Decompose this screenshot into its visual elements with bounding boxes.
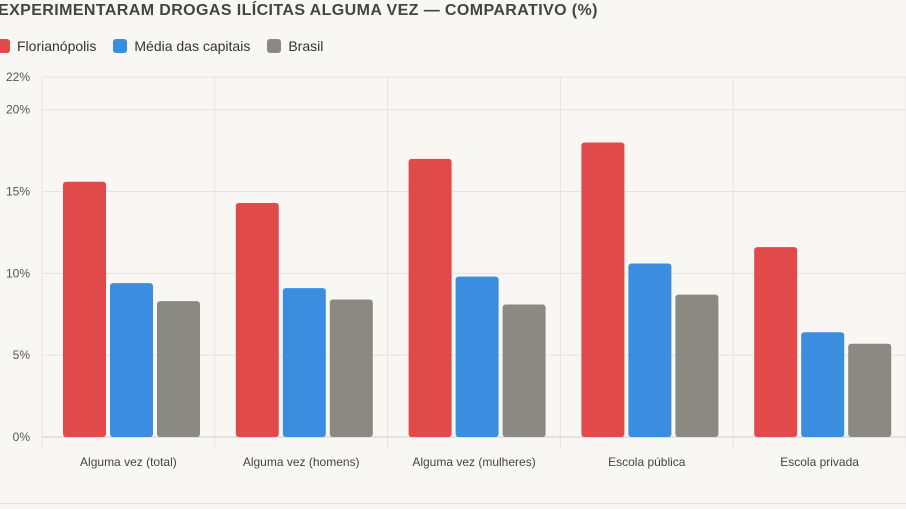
x-tick-label: Alguma vez (total) (80, 455, 177, 469)
legend-label-florianopolis: Florianópolis (17, 38, 97, 54)
bar (581, 142, 625, 438)
bar (801, 332, 845, 437)
legend-label-media-capitais: Média das capitais (134, 38, 251, 54)
legend-swatch-media-capitais (113, 39, 128, 53)
bar (408, 158, 452, 437)
x-tick-label: Escola pública (608, 455, 686, 469)
bar (235, 203, 279, 437)
legend-item-media-capitais: Média das capitais (113, 38, 250, 54)
y-tick-label: 10% (6, 266, 30, 280)
bar (157, 301, 200, 437)
bar (675, 294, 719, 437)
legend-label-brasil: Brasil (288, 38, 324, 54)
bar (502, 304, 546, 437)
y-tick-label: 15% (6, 185, 30, 199)
x-tick-label: Alguma vez (mulheres) (412, 455, 535, 469)
bar (110, 283, 153, 437)
legend-item-florianopolis: Florianópolis (0, 38, 96, 54)
bar (754, 247, 798, 437)
bar (628, 263, 672, 437)
y-tick-label: 22% (6, 70, 30, 84)
bar (63, 181, 106, 437)
bottom-divider (0, 503, 906, 504)
legend: Florianópolis Média das capitais Brasil (0, 36, 340, 56)
x-tick-label: Alguma vez (homens) (243, 455, 360, 469)
bar (455, 276, 499, 437)
y-tick-label: 0% (13, 430, 31, 444)
legend-swatch-brasil (267, 39, 282, 53)
x-tick-label: Escola privada (780, 455, 859, 469)
legend-swatch-florianopolis (0, 39, 10, 53)
bar (329, 299, 373, 437)
chart-title: EXPERIMENTARAM DROGAS ILÍCITAS ALGUMA VE… (0, 2, 598, 19)
y-tick-label: 5% (13, 348, 31, 362)
bar (848, 343, 892, 437)
y-tick-label: 20% (6, 103, 30, 117)
legend-item-brasil: Brasil (267, 38, 323, 54)
bar (282, 288, 326, 437)
